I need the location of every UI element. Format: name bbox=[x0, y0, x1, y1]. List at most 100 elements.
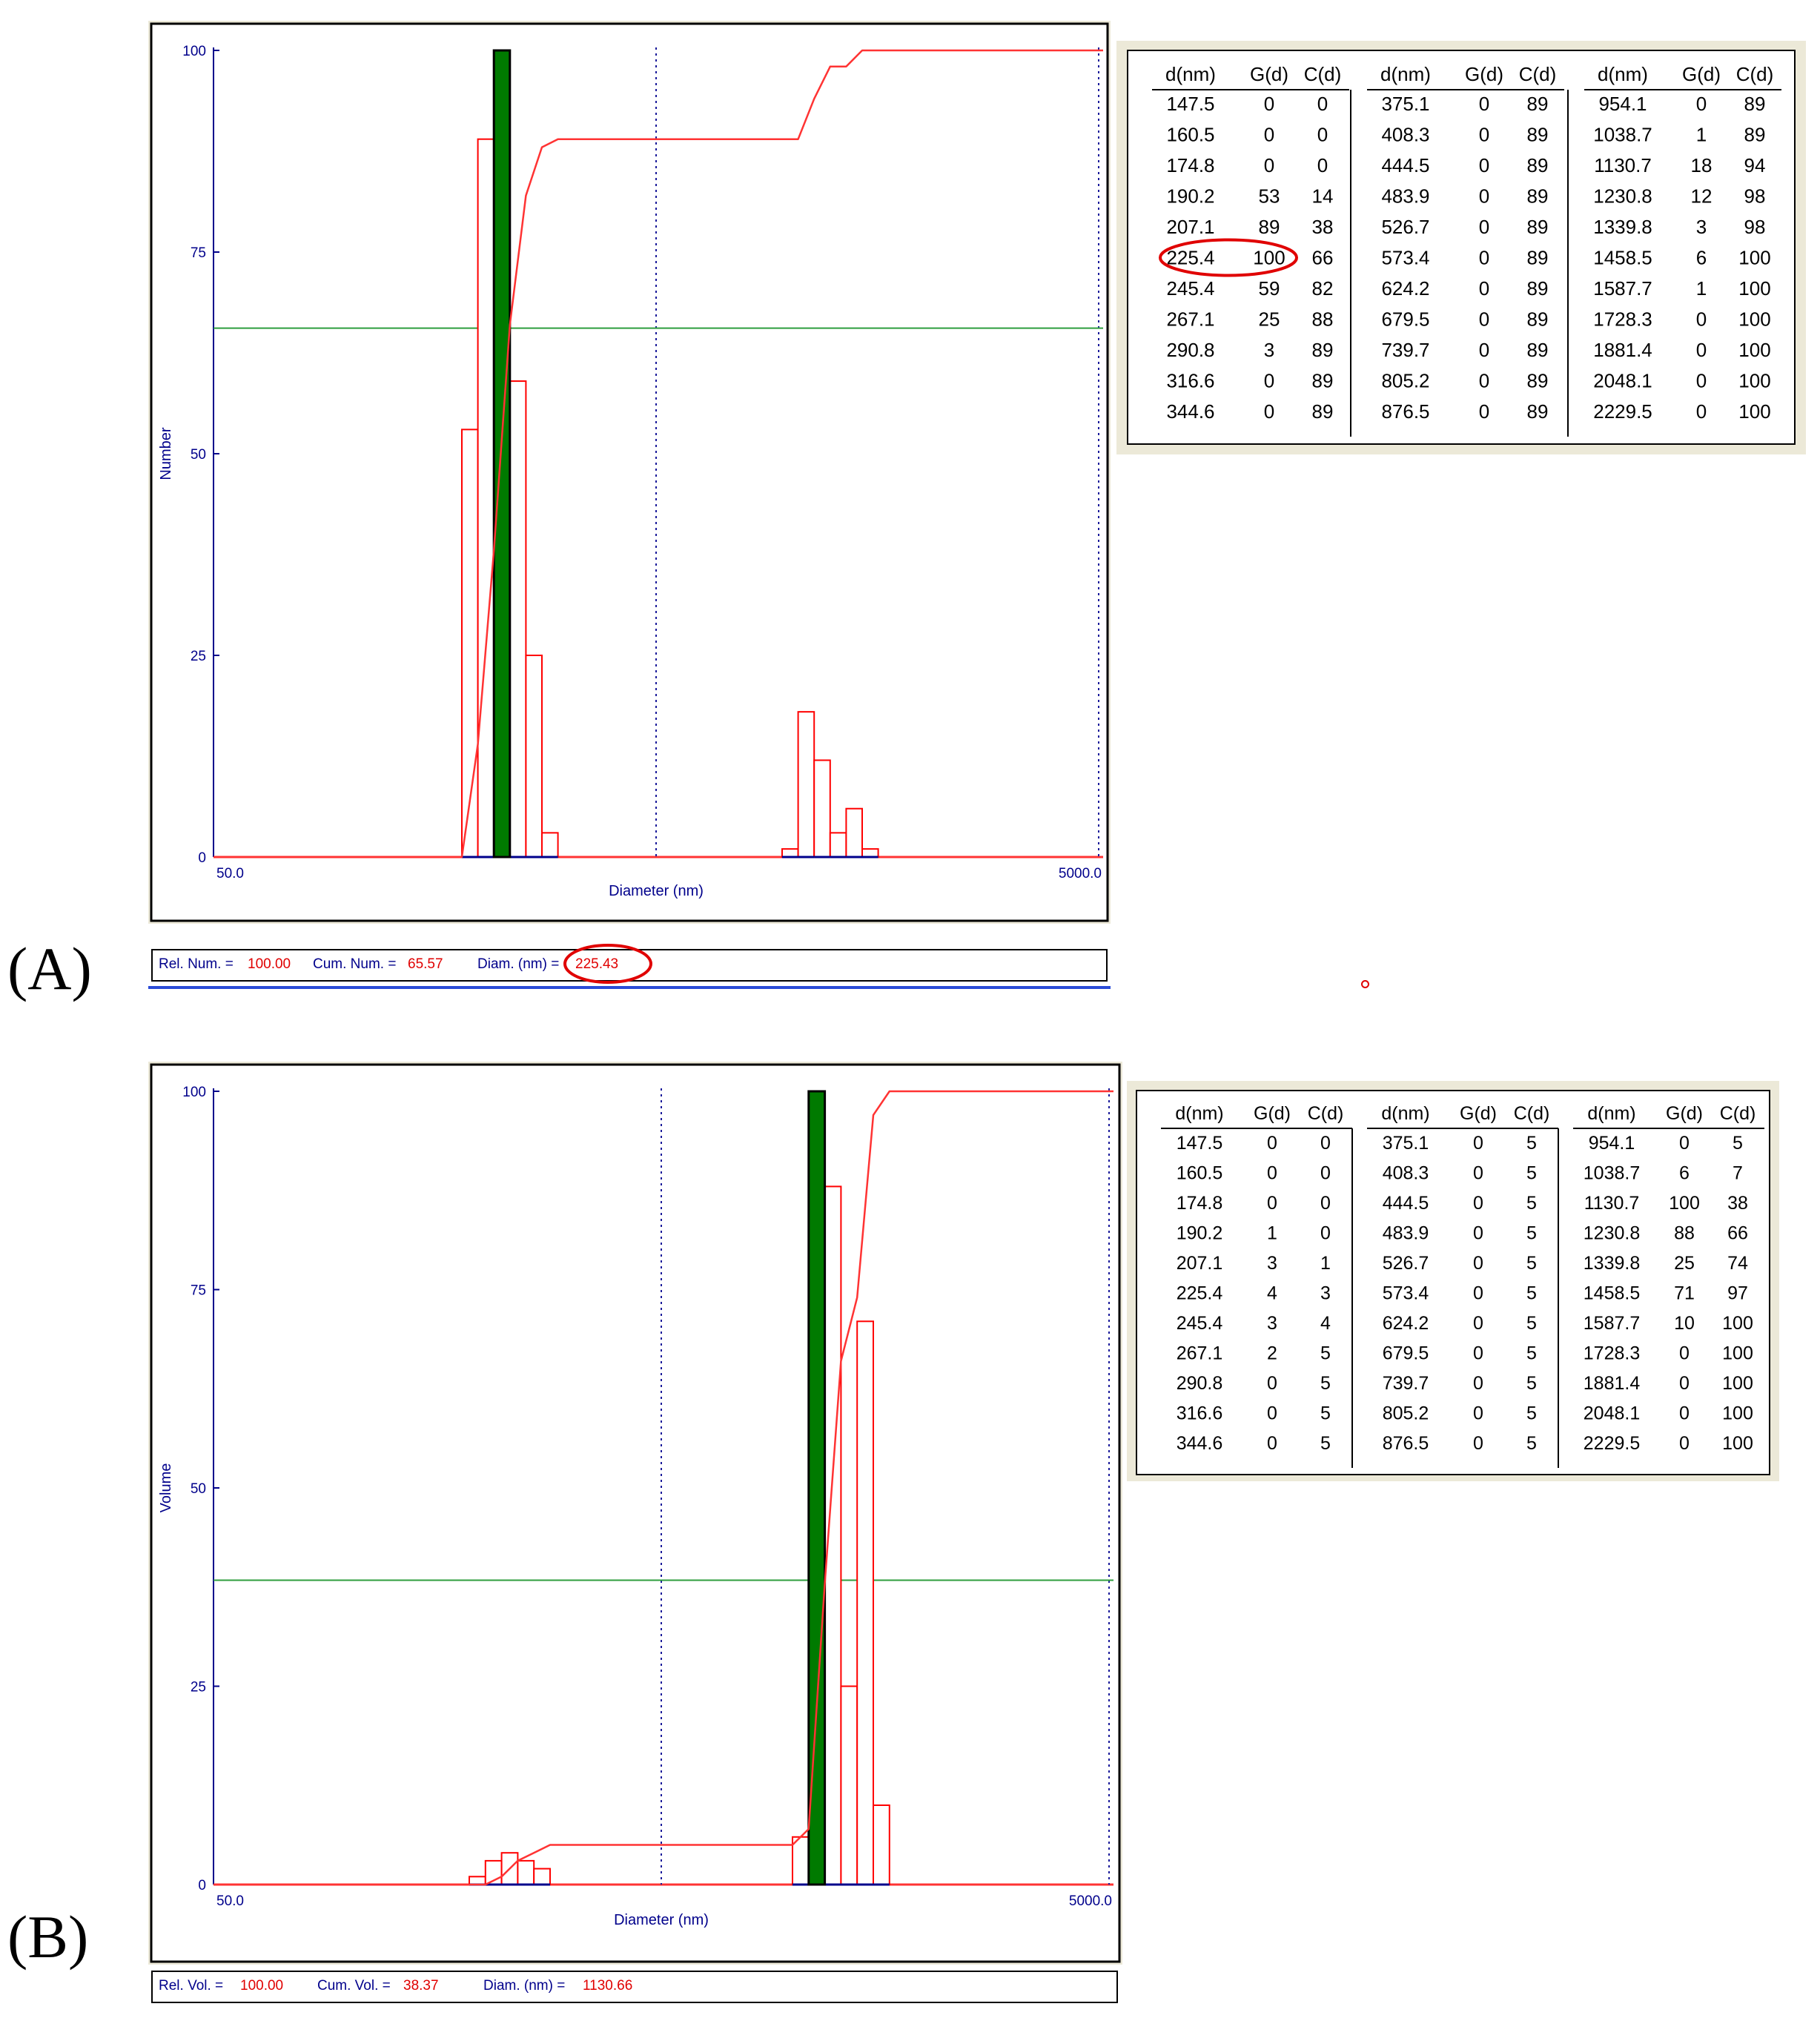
table-cell: 1130.7 bbox=[1584, 1193, 1640, 1214]
table-cell: 0 bbox=[1679, 1343, 1690, 1364]
table-cell: 5 bbox=[1526, 1253, 1537, 1274]
table-cell: 94 bbox=[1744, 154, 1766, 176]
table-cell: 89 bbox=[1527, 308, 1549, 331]
table-cell: 4 bbox=[1320, 1313, 1331, 1334]
data-table-a: d(nm) G(d) C(d) d(nm) G(d) C(d) d(nm) G(d) C(d) 1… bbox=[1127, 50, 1796, 445]
table-cell: 876.5 bbox=[1383, 1433, 1429, 1454]
table-cell: 0 bbox=[1473, 1343, 1483, 1364]
table-cell: 444.5 bbox=[1383, 1193, 1429, 1214]
table-cell: 100 bbox=[1253, 247, 1285, 269]
histogram-bar bbox=[517, 1859, 535, 1886]
histogram-bar bbox=[797, 711, 815, 858]
cumulative-curve bbox=[214, 49, 1103, 859]
y-tick-label: 0 bbox=[198, 850, 206, 866]
rel-vol-label: Rel. Vol. = bbox=[159, 1978, 224, 1994]
table-cell: 1 bbox=[1696, 277, 1707, 300]
table-header: C(d) bbox=[1308, 1103, 1344, 1124]
table-cell: 0 bbox=[1320, 1193, 1331, 1214]
table-cell: 0 bbox=[1320, 1163, 1331, 1184]
table-cell: 316.6 bbox=[1177, 1403, 1223, 1424]
highlight-ellipse-table bbox=[1159, 238, 1298, 277]
table-cell: 483.9 bbox=[1383, 1223, 1429, 1244]
table-cell: 1728.3 bbox=[1593, 308, 1652, 331]
stray-dot bbox=[1361, 980, 1369, 988]
table-cell: 679.5 bbox=[1383, 1343, 1429, 1364]
histogram-bar bbox=[509, 380, 527, 858]
table-cell: 174.8 bbox=[1177, 1193, 1223, 1214]
table-header: d(nm) bbox=[1381, 1103, 1429, 1124]
panel-label-a: (A) bbox=[7, 935, 92, 1002]
cum-num-value: 65.57 bbox=[408, 956, 443, 972]
table-cell: 1130.7 bbox=[1594, 154, 1652, 176]
y-tick-label: 25 bbox=[191, 1680, 206, 1696]
table-cell: 4 bbox=[1267, 1283, 1277, 1304]
table-header: C(d) bbox=[1304, 63, 1342, 85]
y-tick-label: 0 bbox=[198, 1878, 206, 1893]
table-header: d(nm) bbox=[1598, 63, 1648, 85]
table-cell: 5 bbox=[1320, 1403, 1331, 1424]
table-cell: 89 bbox=[1744, 124, 1766, 146]
cumulative-curve bbox=[214, 1090, 1113, 1886]
table-cell: 1 bbox=[1320, 1253, 1331, 1274]
table-header: C(d) bbox=[1514, 1103, 1550, 1124]
table-header: G(d) bbox=[1250, 63, 1288, 85]
table-header: d(nm) bbox=[1175, 1103, 1223, 1124]
histogram-bar bbox=[469, 1876, 486, 1886]
table-cell: 5 bbox=[1320, 1343, 1331, 1364]
table-cell: 3 bbox=[1267, 1313, 1277, 1334]
table-cell: 876.5 bbox=[1381, 400, 1429, 423]
table-cell: 573.4 bbox=[1383, 1283, 1429, 1304]
table-cell: 207.1 bbox=[1177, 1253, 1223, 1274]
chart-window-a: 0 25 50 75 100 Number Diameter (nm) 50.0 5000.0 bbox=[148, 21, 1111, 924]
x-axis-title: Diameter (nm) bbox=[614, 1912, 709, 1928]
table-cell: 0 bbox=[1264, 154, 1274, 176]
table-cell: 89 bbox=[1527, 124, 1549, 146]
table-cell: 147.5 bbox=[1166, 93, 1214, 115]
table-cell: 375.1 bbox=[1383, 1133, 1429, 1154]
table-cell: 89 bbox=[1312, 400, 1334, 423]
diam-label-b: Diam. (nm) = bbox=[483, 1978, 566, 1994]
table-header: G(d) bbox=[1465, 63, 1503, 85]
table-cell: 0 bbox=[1264, 124, 1274, 146]
y-tick-label: 75 bbox=[191, 1283, 206, 1299]
table-cell: 89 bbox=[1312, 370, 1334, 392]
histogram-bar bbox=[824, 1185, 842, 1885]
table-cell: 100 bbox=[1738, 308, 1770, 331]
table-cell: 0 bbox=[1267, 1163, 1277, 1184]
table-cell: 1 bbox=[1267, 1223, 1277, 1244]
table-cell: 0 bbox=[1479, 124, 1489, 146]
table-window-a: d(nm) G(d) C(d) d(nm) G(d) C(d) d(nm) G(d) C(d) 1… bbox=[1116, 41, 1806, 454]
table-cell: 0 bbox=[1267, 1193, 1277, 1214]
status-bar-b: Rel. Vol. = 100.00 Cum. Vol. = 38.37 Dia… bbox=[151, 1971, 1118, 2003]
table-cell: 100 bbox=[1738, 277, 1770, 300]
table-cell: 0 bbox=[1679, 1433, 1690, 1454]
table-header: G(d) bbox=[1460, 1103, 1497, 1124]
table-cell: 6 bbox=[1679, 1163, 1690, 1184]
table-cell: 25 bbox=[1259, 308, 1280, 331]
table-cell: 0 bbox=[1264, 400, 1274, 423]
table-cell: 89 bbox=[1527, 277, 1549, 300]
table-cell: 12 bbox=[1691, 185, 1713, 208]
table-cell: 38 bbox=[1727, 1193, 1748, 1214]
table-cell: 1728.3 bbox=[1584, 1343, 1640, 1364]
table-window-b: d(nm) G(d) C(d) d(nm) G(d) C(d) d(nm) G(d) C(d) 1… bbox=[1127, 1081, 1779, 1481]
table-cell: 408.3 bbox=[1381, 124, 1429, 146]
table-cell: 0 bbox=[1479, 339, 1489, 361]
table-cell: 5 bbox=[1526, 1343, 1537, 1364]
table-cell: 624.2 bbox=[1381, 277, 1429, 300]
table-cell: 38 bbox=[1312, 216, 1334, 238]
x-tick-label-max: 5000.0 bbox=[1059, 866, 1102, 881]
table-cell: 954.1 bbox=[1598, 93, 1647, 115]
table-cell: 245.4 bbox=[1166, 277, 1214, 300]
plot-window bbox=[150, 22, 1109, 922]
table-cell: 444.5 bbox=[1381, 154, 1429, 176]
table-cell: 5 bbox=[1526, 1373, 1537, 1394]
table-cell: 18 bbox=[1691, 154, 1713, 176]
histogram-bar bbox=[856, 1320, 875, 1885]
y-axis-title: Volume bbox=[158, 1463, 174, 1513]
table-header: G(d) bbox=[1682, 63, 1721, 85]
histogram-bar bbox=[461, 429, 479, 858]
data-table-b: d(nm) G(d) C(d) d(nm) G(d) C(d) d(nm) G(d) C(d) 1… bbox=[1136, 1090, 1770, 1475]
table-cell: 0 bbox=[1479, 277, 1489, 300]
table-cell: 0 bbox=[1479, 370, 1489, 392]
